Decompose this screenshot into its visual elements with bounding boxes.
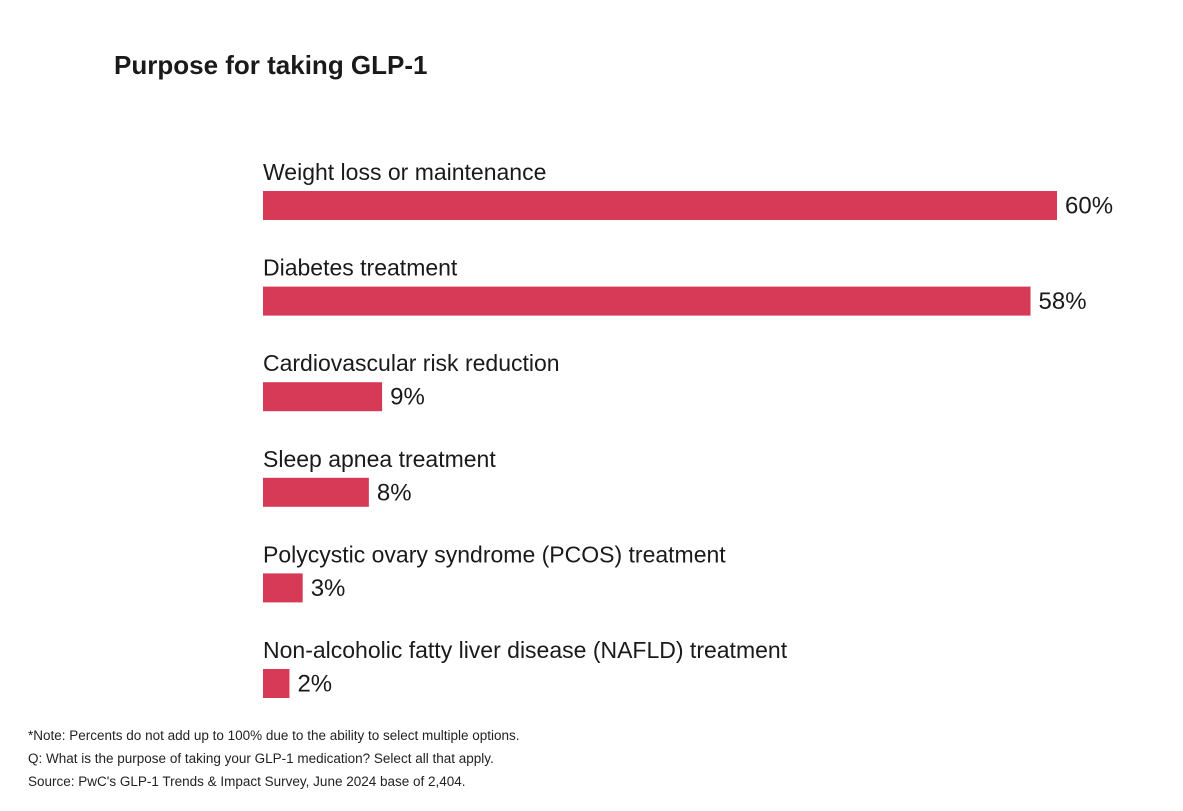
question-text: Q: What is the purpose of taking your GL… <box>28 751 494 766</box>
category-label: Polycystic ovary syndrome (PCOS) treatme… <box>263 541 726 567</box>
source-text: Source: PwC's GLP-1 Trends & Impact Surv… <box>28 774 466 789</box>
category-label: Weight loss or maintenance <box>263 159 546 185</box>
value-label: 9% <box>390 384 425 411</box>
note-text: *Note: Percents do not add up to 100% du… <box>28 728 520 743</box>
chart-notes: *Note: Percents do not add up to 100% du… <box>28 724 520 793</box>
category-label: Non-alcoholic fatty liver disease (NAFLD… <box>263 637 788 663</box>
category-label: Cardiovascular risk reduction <box>263 350 560 376</box>
value-label: 60% <box>1065 193 1113 220</box>
bar <box>263 286 1031 316</box>
value-label: 58% <box>1039 288 1087 315</box>
bar <box>263 669 290 698</box>
bar <box>263 382 383 412</box>
chart-title: Purpose for taking GLP-1 <box>114 50 428 80</box>
category-label: Sleep apnea treatment <box>263 446 496 472</box>
value-label: 2% <box>297 671 332 698</box>
value-label: 8% <box>377 479 412 506</box>
bar <box>263 477 369 507</box>
bar <box>263 191 1057 220</box>
bar <box>263 573 303 603</box>
value-label: 3% <box>311 575 346 602</box>
category-label: Diabetes treatment <box>263 255 458 281</box>
